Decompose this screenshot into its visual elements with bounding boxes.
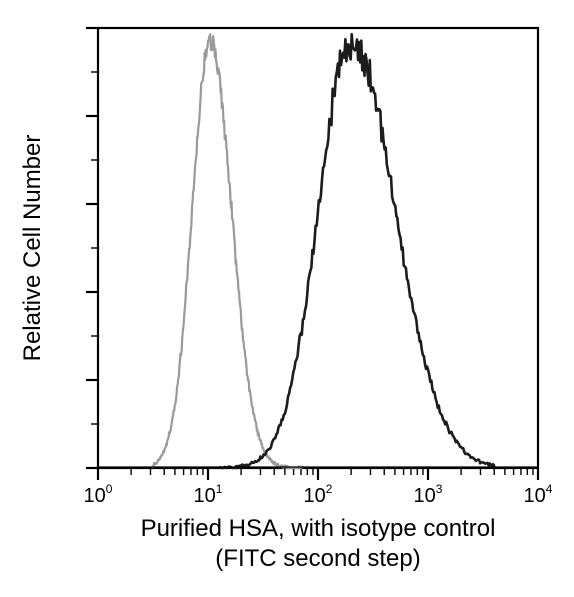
curve-isotype-control — [153, 34, 302, 468]
x-tick-label: 100 — [84, 482, 113, 507]
x-tick-label: 101 — [194, 482, 223, 507]
x-axis-label-line1: Purified HSA, with isotype control — [141, 515, 496, 542]
chart-container: 100 101 102 103 104 Relative Cell Number Pur… — [0, 0, 574, 597]
curve-stained-sample — [219, 34, 494, 468]
y-axis — [86, 28, 98, 468]
x-tick-label: 102 — [304, 482, 333, 507]
x-tick-label: 103 — [414, 482, 443, 507]
x-axis-label-line2: (FITC second step) — [215, 545, 420, 572]
plot-frame — [98, 28, 538, 468]
x-axis: 100 101 102 103 104 — [84, 468, 553, 507]
x-tick-label: 104 — [524, 482, 553, 507]
y-axis-label: Relative Cell Number — [19, 135, 46, 362]
histogram-curves — [99, 34, 537, 468]
flow-histogram-chart: 100 101 102 103 104 Relative Cell Number Pur… — [0, 0, 574, 597]
